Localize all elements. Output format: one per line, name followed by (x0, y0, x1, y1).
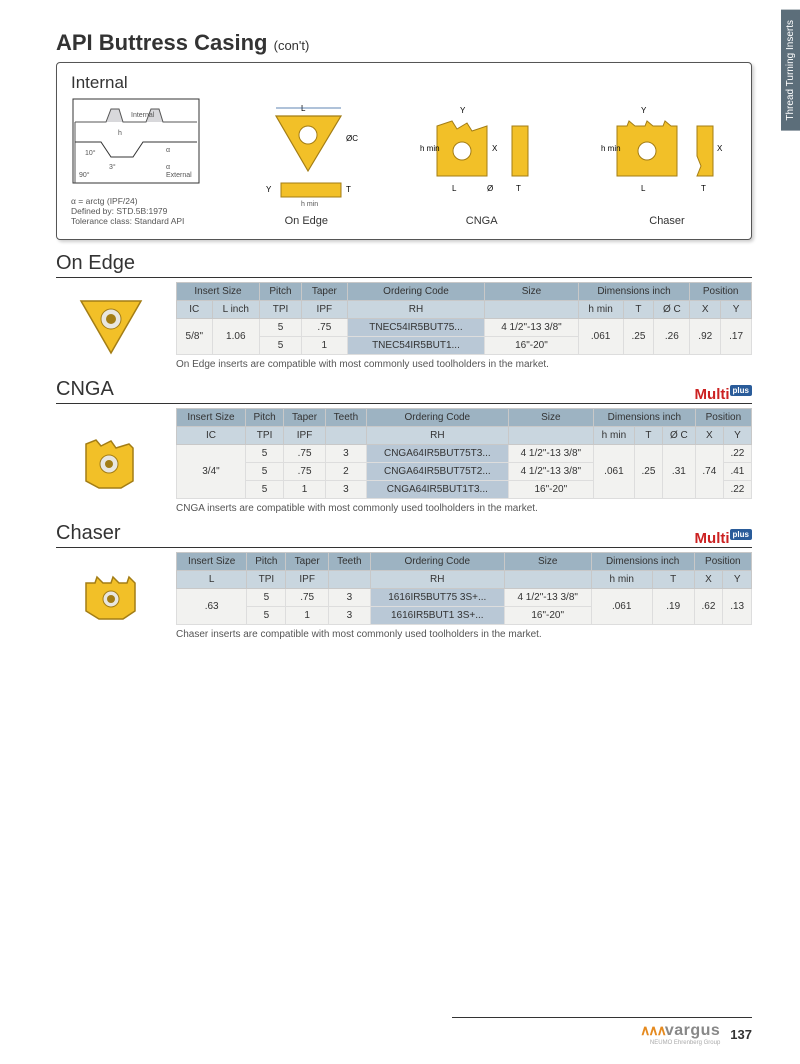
svg-text:T: T (516, 184, 521, 193)
page-footer: ∧∧∧vargus NEUMO Ehrenberg Group 137 (452, 1017, 752, 1046)
page-number: 137 (730, 1027, 752, 1042)
svg-text:Y: Y (641, 106, 647, 115)
cnga-table: Insert SizePitchTaperTeethOrdering CodeS… (176, 408, 752, 499)
on-edge-header: On Edge (56, 252, 752, 278)
svg-text:h min: h min (601, 144, 621, 153)
page-title: API Buttress Casing (con't) (56, 30, 752, 56)
table-row: 5/8"1.065.75TNEC54IR5BUT75...4 1/2"-13 3… (177, 318, 752, 336)
cnga-thumb (56, 408, 166, 514)
on-edge-note: On Edge inserts are compatible with most… (176, 359, 752, 370)
table-row: 3/4"5.753CNGA64IR5BUT75T3...4 1/2"-13 3/… (177, 444, 752, 462)
tolerance: Tolerance class: Standard API (71, 216, 201, 226)
svg-text:α: α (166, 164, 170, 171)
defined-by: Defined by: STD.5B:1979 (71, 206, 201, 216)
on-edge-diagram: L ØC Y T h min On Edge (246, 101, 366, 227)
multiplus-badge: Multiplus (695, 529, 752, 547)
chaser-table: Insert SizePitchTaperTeethOrdering CodeS… (176, 552, 752, 625)
chaser-thumb (56, 552, 166, 640)
svg-text:T: T (346, 185, 351, 194)
on-edge-thumb (56, 282, 166, 370)
svg-text:h min: h min (420, 144, 440, 153)
svg-text:Ø: Ø (487, 184, 493, 193)
title-main: API Buttress Casing (56, 30, 268, 55)
chaser-note: Chaser inserts are compatible with most … (176, 629, 752, 640)
chaser-title: Chaser (56, 522, 120, 547)
svg-text:External: External (166, 172, 192, 179)
side-tab: Thread Turning Inserts (781, 10, 800, 131)
svg-text:Y: Y (460, 106, 466, 115)
svg-text:h min: h min (301, 201, 318, 208)
svg-text:X: X (492, 144, 498, 153)
svg-text:L: L (452, 184, 457, 193)
on-edge-label: On Edge (246, 215, 366, 227)
chaser-diagram: h min Y L X T Chaser (597, 101, 737, 227)
formula-note: α = arctg (IPF/24) (71, 196, 201, 206)
title-suffix: (con't) (274, 38, 310, 53)
cnga-note: CNGA inserts are compatible with most co… (176, 503, 752, 514)
on-edge-title: On Edge (56, 252, 135, 277)
internal-profile-diagram: Internal h 10° 3° 90° α α External α = a… (71, 97, 201, 227)
on-edge-table: Insert SizePitchTaperOrdering CodeSizeDi… (176, 282, 752, 355)
svg-text:Internal: Internal (131, 112, 155, 119)
svg-text:L: L (641, 184, 646, 193)
svg-text:10°: 10° (85, 149, 96, 157)
svg-text:Y: Y (266, 185, 272, 194)
cnga-diagram: h min X Y L Ø T CNGA (412, 101, 552, 227)
svg-text:L: L (301, 104, 306, 113)
cnga-header: CNGA Multiplus (56, 378, 752, 404)
multiplus-badge: Multiplus (695, 385, 752, 403)
chaser-label: Chaser (597, 215, 737, 227)
svg-text:3°: 3° (109, 163, 116, 171)
chaser-header: Chaser Multiplus (56, 522, 752, 548)
brand-logo: ∧∧∧vargus NEUMO Ehrenberg Group (640, 1022, 720, 1046)
internal-heading: Internal (71, 73, 737, 93)
cnga-title: CNGA (56, 378, 114, 403)
svg-text:90°: 90° (79, 171, 90, 179)
svg-text:ØC: ØC (346, 134, 358, 143)
table-row: .635.7531616IR5BUT75 3S+...4 1/2"-13 3/8… (177, 588, 752, 606)
svg-text:h: h (118, 130, 122, 137)
svg-text:X: X (717, 144, 723, 153)
svg-text:T: T (701, 184, 706, 193)
internal-diagram-box: Internal Internal h 10° 3° 90° α α Exter… (56, 62, 752, 240)
cnga-label: CNGA (412, 215, 552, 227)
svg-text:α: α (166, 147, 170, 154)
